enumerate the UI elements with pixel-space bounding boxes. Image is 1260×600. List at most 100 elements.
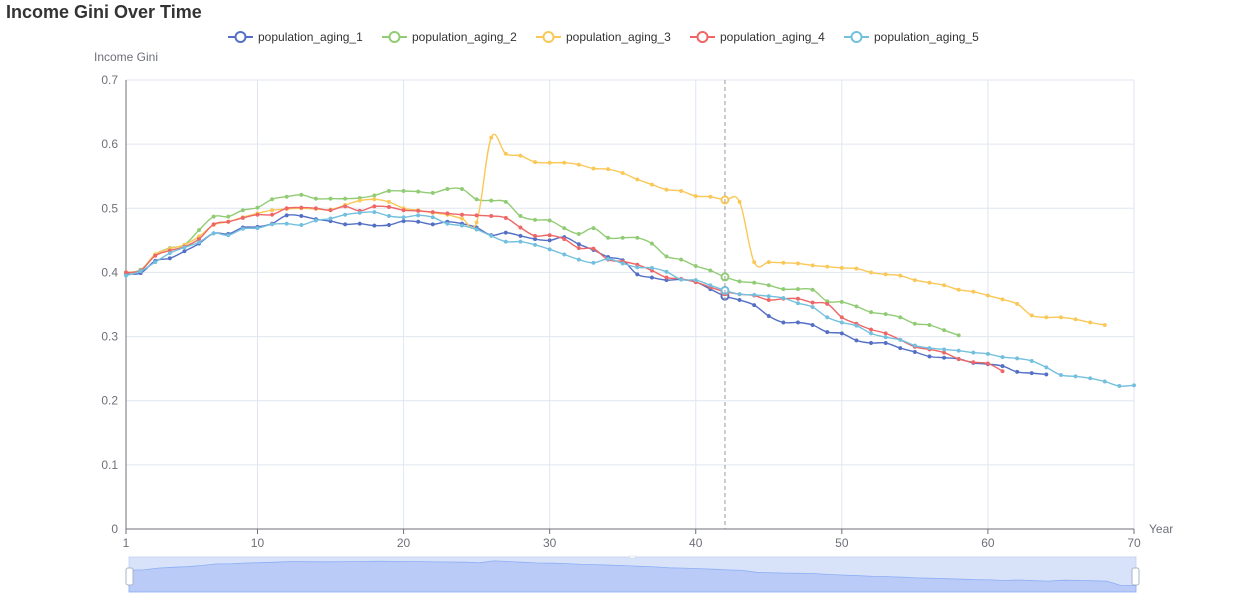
data-point[interactable] [445,211,450,216]
zoom-move-handle[interactable] [629,555,636,559]
data-point[interactable] [912,343,917,348]
data-point[interactable] [781,287,786,292]
data-point[interactable] [562,252,567,257]
data-point[interactable] [679,188,684,194]
data-point[interactable] [708,268,713,273]
data-point[interactable] [328,208,333,213]
data-point[interactable] [532,233,538,238]
data-point[interactable] [211,231,216,236]
data-point[interactable] [1073,374,1078,379]
data-point[interactable] [810,305,815,310]
data-point[interactable] [532,160,538,165]
data-point[interactable] [459,216,465,221]
data-point[interactable] [240,208,245,213]
data-point[interactable] [576,231,581,236]
data-point[interactable] [649,182,654,187]
data-point[interactable] [854,266,859,271]
data-point[interactable] [386,188,392,194]
data-point[interactable] [825,315,830,320]
data-point[interactable] [737,279,742,284]
data-point[interactable] [971,360,976,365]
data-point[interactable] [489,198,494,203]
data-point[interactable] [386,199,392,204]
data-point[interactable] [416,189,421,194]
data-point[interactable] [1029,313,1034,318]
data-point[interactable] [547,160,552,165]
data-point[interactable] [416,208,421,213]
zoom-handle-left[interactable] [125,567,134,586]
data-point[interactable] [635,177,640,182]
data-point[interactable] [386,213,392,219]
data-point[interactable] [547,218,552,223]
data-point[interactable] [708,194,713,199]
data-point[interactable] [576,162,581,167]
data-point[interactable] [518,153,523,158]
data-point[interactable] [1073,317,1078,322]
data-point[interactable] [942,328,947,333]
data-point[interactable] [898,315,903,320]
data-point[interactable] [1029,358,1034,363]
data-point[interactable] [883,272,888,277]
data-point[interactable] [708,283,713,288]
data-point[interactable] [343,196,348,201]
data-point[interactable] [766,313,771,319]
data-point[interactable] [474,220,479,225]
data-point[interactable] [474,213,479,218]
data-point[interactable] [839,315,844,320]
data-point[interactable] [912,278,917,283]
data-point[interactable] [270,197,275,202]
data-point[interactable] [1131,383,1137,388]
data-point[interactable] [737,292,742,297]
data-point[interactable] [620,235,625,240]
data-point[interactable] [167,256,172,261]
data-point[interactable] [883,335,888,340]
data-point[interactable] [1088,320,1093,325]
data-point[interactable] [810,287,815,292]
data-point[interactable] [401,215,406,220]
data-point[interactable] [1088,376,1093,381]
data-point[interactable] [299,205,304,210]
data-point[interactable] [226,214,231,219]
data-point[interactable] [825,330,830,335]
data-point[interactable] [532,217,538,222]
data-point[interactable] [459,223,465,228]
legend-item-population_aging_5[interactable]: population_aging_5 [844,27,979,47]
data-point[interactable] [1015,369,1020,374]
data-point[interactable] [167,251,172,256]
data-point[interactable] [255,226,260,231]
data-point[interactable] [1029,371,1034,376]
legend-item-population_aging_3[interactable]: population_aging_3 [536,27,671,47]
legend-item-population_aging_4[interactable]: population_aging_4 [690,27,825,47]
data-point[interactable] [153,260,158,265]
data-point[interactable] [372,197,377,202]
data-point[interactable] [430,222,435,227]
data-point[interactable] [547,233,552,238]
data-point[interactable] [766,297,771,303]
data-point[interactable] [795,296,801,301]
data-point[interactable] [313,206,318,211]
data-zoom-slider[interactable] [125,555,1140,593]
data-point[interactable] [196,240,202,245]
data-point[interactable] [956,348,961,353]
data-point[interactable] [912,321,917,326]
legend-item-population_aging_2[interactable]: population_aging_2 [382,27,517,47]
data-point[interactable] [328,196,333,201]
data-point[interactable] [386,204,392,210]
data-point[interactable] [313,196,318,201]
data-point[interactable] [985,351,990,356]
data-point[interactable] [693,263,698,269]
data-point[interactable] [518,213,523,219]
data-point[interactable] [693,278,698,283]
data-point[interactable] [1102,379,1107,384]
data-point[interactable] [328,216,333,221]
data-point[interactable] [854,304,859,309]
data-point[interactable] [898,346,903,351]
data-point[interactable] [752,280,757,285]
data-point[interactable] [839,299,844,304]
data-point[interactable] [270,222,275,227]
data-point[interactable] [401,219,406,224]
data-point[interactable] [1058,373,1064,378]
data-point[interactable] [343,222,348,227]
data-point[interactable] [883,312,888,317]
data-point[interactable] [898,337,903,342]
